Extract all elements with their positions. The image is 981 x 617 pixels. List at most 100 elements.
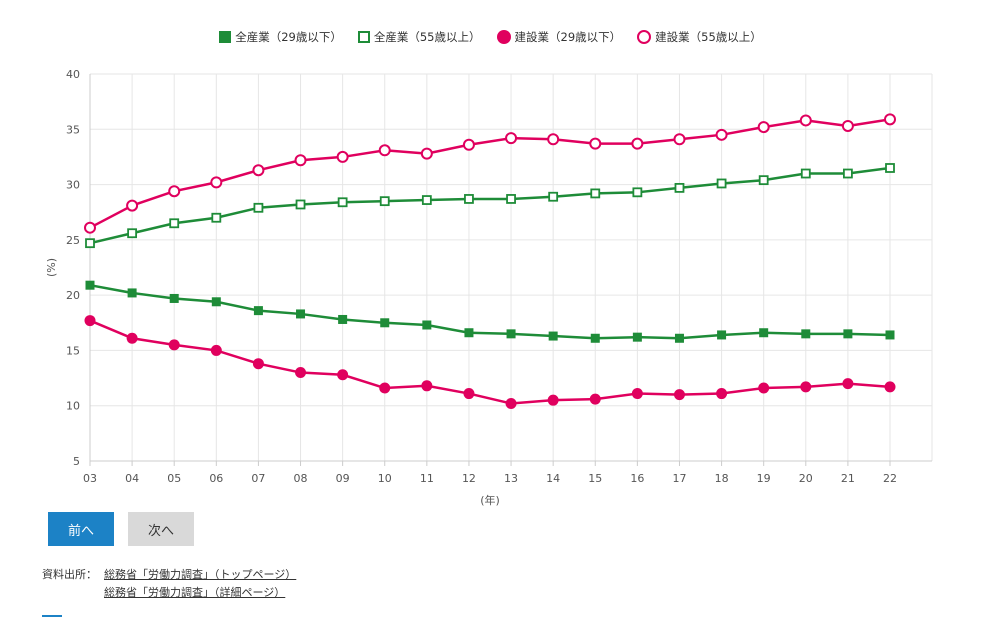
legend-label: 建設業（55歳以上） — [655, 30, 762, 44]
legend-marker-square-open — [357, 31, 370, 43]
data-point-square-open — [716, 178, 727, 189]
data-point-circle-open — [841, 119, 854, 132]
y-tick-label: 15 — [66, 344, 80, 357]
prev-button[interactable]: 前へ — [48, 512, 114, 546]
legend-marker-circle-filled — [496, 30, 511, 44]
data-point-square-open — [800, 168, 811, 179]
data-point-square-open — [758, 175, 769, 186]
y-tick-label: 40 — [66, 68, 80, 81]
x-tick-label: 06 — [209, 472, 223, 485]
data-point-square-open — [169, 218, 180, 229]
x-tick-label: 13 — [504, 472, 518, 485]
y-tick-label: 5 — [73, 455, 80, 468]
data-point-circle-open — [799, 114, 812, 127]
x-axis-label: (年) — [480, 493, 500, 507]
data-point-square — [169, 293, 179, 303]
series-line — [89, 166, 891, 245]
data-point-square-open — [674, 182, 685, 193]
data-point-circle — [589, 393, 601, 405]
data-point-square — [253, 306, 263, 316]
data-point-circle — [210, 344, 222, 356]
data-point-circle-open — [715, 128, 728, 141]
legend-item-construction-old[interactable]: 建設業（55歳以上） — [637, 29, 762, 45]
data-point-square-open — [548, 191, 559, 202]
data-point-circle-open — [631, 137, 644, 150]
data-point-circle-open — [126, 199, 139, 212]
data-point-circle — [126, 332, 138, 344]
data-point-square-open — [506, 194, 516, 204]
data-point-circle — [84, 315, 96, 327]
data-point-circle-open — [589, 137, 602, 150]
data-point-square — [674, 333, 684, 343]
data-point-square — [464, 328, 474, 338]
series-line — [89, 118, 891, 229]
data-point-square — [590, 333, 600, 343]
legend-item-construction-young[interactable]: 建設業（29歳以下） — [496, 29, 622, 45]
data-point-circle-open — [462, 138, 475, 151]
x-tick-label: 11 — [420, 472, 434, 485]
next-button[interactable]: 次へ — [128, 512, 194, 546]
source-link-top-page[interactable]: 総務省「労働力調査」（トップページ） — [104, 568, 297, 581]
chart-legend: 全産業（29歳以下） 全産業（55歳以上） 建設業（29歳以下） 建設業（55歳… — [0, 29, 981, 45]
data-point-square-open — [337, 197, 348, 208]
data-point-circle — [337, 369, 349, 381]
data-point-circle-open — [547, 133, 560, 146]
data-point-circle-open — [336, 150, 349, 163]
data-point-square — [296, 309, 306, 319]
data-point-circle-open — [294, 154, 307, 167]
data-point-circle-open — [252, 164, 265, 177]
y-tick-label: 25 — [66, 234, 80, 247]
x-tick-label: 10 — [378, 472, 392, 485]
data-point-square-open — [590, 188, 601, 199]
x-tick-label: 15 — [588, 472, 602, 485]
x-tick-label: 20 — [799, 472, 813, 485]
data-point-square — [85, 280, 95, 290]
data-point-square — [422, 320, 432, 330]
x-tick-label: 18 — [715, 472, 729, 485]
data-point-circle — [295, 367, 307, 379]
data-point-circle-open — [84, 221, 96, 234]
data-point-square — [801, 329, 811, 339]
data-point-circle-open — [757, 121, 770, 134]
data-point-circle — [505, 398, 517, 410]
data-point-square — [632, 332, 642, 342]
data-point-square-open — [632, 187, 643, 198]
legend-label: 建設業（29歳以下） — [514, 30, 622, 44]
data-point-circle — [463, 388, 475, 400]
data-point-square-open — [885, 163, 895, 173]
series-line — [89, 319, 891, 405]
data-point-circle — [252, 358, 264, 370]
legend-marker-square-filled — [219, 31, 232, 43]
data-point-circle — [379, 382, 391, 394]
data-point-circle — [421, 380, 433, 392]
data-point-circle-open — [505, 132, 518, 145]
y-axis-label: (%) — [45, 258, 58, 277]
x-tick-label: 14 — [546, 472, 560, 485]
data-point-square-open — [421, 195, 432, 205]
data-point-circle-open — [168, 185, 181, 198]
x-tick-label: 19 — [757, 472, 771, 485]
x-tick-label: 03 — [83, 472, 97, 485]
data-point-square-open — [85, 238, 95, 249]
data-point-circle — [673, 389, 685, 401]
legend-item-all-industry-old[interactable]: 全産業（55歳以上） — [357, 29, 481, 45]
y-tick-label: 10 — [66, 400, 80, 413]
x-tick-label: 08 — [294, 472, 308, 485]
data-point-circle — [884, 381, 896, 393]
source-link-detail-page[interactable]: 総務省「労働力調査」（詳細ページ） — [104, 586, 286, 599]
x-tick-label: 05 — [167, 472, 181, 485]
data-point-square — [380, 318, 390, 328]
x-tick-label: 17 — [672, 472, 686, 485]
y-tick-label: 20 — [66, 289, 80, 302]
x-tick-label: 12 — [462, 472, 476, 485]
data-point-square — [506, 329, 516, 339]
data-point-circle — [716, 388, 728, 400]
legend-item-all-industry-young[interactable]: 全産業（29歳以下） — [219, 29, 342, 45]
data-point-circle-open — [378, 144, 391, 157]
data-point-circle-open — [884, 113, 896, 126]
data-point-square-open — [211, 212, 222, 223]
y-tick-label: 30 — [66, 179, 80, 192]
data-point-square — [843, 329, 853, 339]
x-tick-label: 04 — [125, 472, 139, 485]
data-point-circle-open — [673, 133, 686, 146]
